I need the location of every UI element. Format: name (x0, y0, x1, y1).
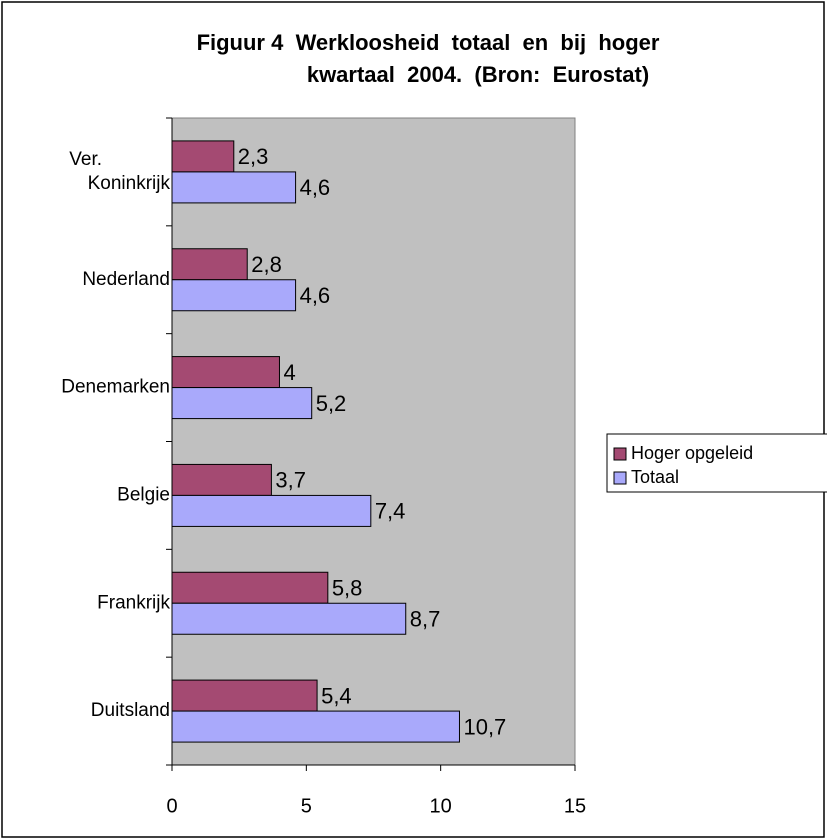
bar (171, 356, 280, 389)
y-tick-label: Duitsland (91, 700, 170, 721)
legend-label: Totaal (631, 467, 679, 487)
bar (171, 571, 329, 604)
chart-title: kwartaal 2004. (Bron: Eurostat) (307, 62, 649, 87)
x-tick-label: 5 (301, 795, 312, 817)
bar (171, 387, 313, 420)
y-tick-label: Nederland (82, 269, 170, 290)
y-tick-label-line: Koninkrijk (88, 173, 171, 194)
bar (171, 248, 248, 281)
bar (171, 279, 297, 312)
bar (171, 463, 272, 496)
legend-label: Hoger opgeleid (631, 443, 753, 463)
data-label: 2,8 (251, 252, 282, 277)
data-label: 8,7 (410, 607, 441, 632)
data-label: 5,2 (316, 391, 347, 416)
y-tick-label: Belgie (117, 484, 170, 505)
data-label: 5,4 (321, 683, 352, 708)
legend-swatch (613, 447, 627, 461)
x-tick-label: 10 (430, 795, 452, 817)
bar (171, 679, 318, 712)
bar (171, 171, 297, 204)
bar (171, 602, 407, 635)
data-label: 5,8 (332, 576, 363, 601)
legend-swatch (613, 471, 627, 485)
data-label: 4,6 (300, 283, 331, 308)
legend: Hoger opgeleid Totaal (606, 433, 827, 493)
data-label: 10,7 (463, 714, 506, 739)
data-label: 7,4 (375, 499, 406, 524)
bar (171, 494, 372, 527)
data-label: 3,7 (275, 468, 306, 493)
x-tick-label: 0 (166, 795, 177, 817)
y-tick-label-line: Ver. (69, 149, 102, 170)
bar (171, 140, 235, 173)
data-label: 4,6 (300, 175, 331, 200)
legend-box (606, 433, 827, 493)
chart-title: Figuur 4 Werkloosheid totaal en bij hoge… (197, 30, 660, 55)
data-label: 2,3 (238, 144, 269, 169)
bar (171, 710, 460, 743)
y-tick-label: Denemarken (61, 377, 170, 398)
data-label: 4 (283, 360, 295, 385)
x-tick-label: 15 (564, 795, 586, 817)
y-tick-label: Frankrijk (97, 592, 170, 613)
y-tick-label: Ver. Koninkrijk (69, 149, 170, 194)
plot-area (171, 117, 576, 766)
